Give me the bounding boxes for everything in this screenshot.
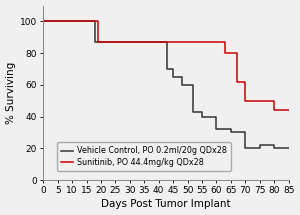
- Legend: Vehicle Control, PO 0.2ml/20g QDx28, Sunitinib, PO 44.4mg/kg QDx28: Vehicle Control, PO 0.2ml/20g QDx28, Sun…: [57, 142, 231, 171]
- Y-axis label: % Surviving: % Surviving: [6, 62, 16, 124]
- X-axis label: Days Post Tumor Implant: Days Post Tumor Implant: [101, 200, 231, 209]
